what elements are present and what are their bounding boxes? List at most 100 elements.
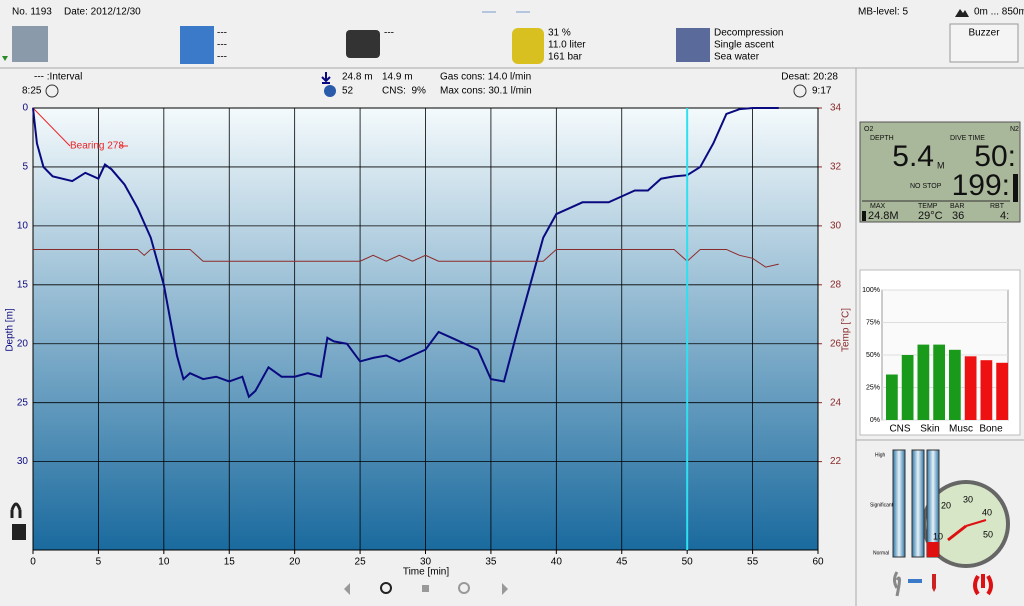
x-tick-label: 15 (224, 557, 236, 568)
next-button[interactable] (502, 583, 508, 595)
camera-icon[interactable] (346, 30, 380, 58)
x-tick-label: 55 (747, 557, 759, 568)
lcd-bar-label: BAR (950, 203, 964, 210)
tissue-bar (886, 374, 898, 420)
buzzer-button[interactable] (949, 23, 1019, 63)
lcd-n2: N2 (1010, 126, 1019, 133)
lcd-bar (862, 211, 866, 221)
fan-icon (893, 571, 901, 597)
weather-2: --- (217, 40, 227, 51)
tissue-bar (917, 344, 930, 420)
dive-type-2: Single ascent (714, 40, 774, 51)
lcd-temp: 29°C (918, 210, 943, 222)
tissue-bar (901, 355, 914, 420)
cns: CNS: 9% (382, 86, 426, 97)
x-tick-label: 5 (96, 557, 102, 568)
diver-icon[interactable] (12, 26, 48, 62)
oxygen-icon (324, 85, 336, 97)
tissue-bar (980, 360, 993, 420)
y2-tick-label: 22 (830, 456, 842, 467)
thermometer-icon (932, 574, 936, 592)
desaturation: Desat: 20:28 (781, 72, 838, 83)
y-tick-label: 5 (22, 162, 28, 173)
lcd-rbt-label: RBT (990, 203, 1005, 210)
oxygen: 52 (342, 86, 354, 97)
gauge-tube (892, 449, 906, 558)
y2-axis-label: Temp [°C] (841, 308, 852, 352)
x-tick-label: 30 (420, 557, 432, 568)
altitude: 0m ... 850m (974, 7, 1024, 18)
x-tick-label: 40 (551, 557, 563, 568)
x-tick-label: 35 (485, 557, 497, 568)
y-tick-label: 100% (862, 287, 880, 294)
weather-icon[interactable] (180, 26, 214, 64)
lcd-depth-label: DEPTH (870, 135, 894, 142)
y-tick-label: 75% (866, 319, 880, 326)
gas-volume: 11.0 liter (548, 40, 586, 51)
lcd-time-label: DIVE TIME (950, 135, 985, 142)
lcd-stop-label: NO STOP (910, 183, 942, 190)
dial-tick-label: 20 (941, 500, 951, 510)
y-tick-label: 30 (17, 456, 29, 467)
tissue-label: CNS (889, 424, 910, 435)
dial-needle (965, 519, 987, 527)
lcd-temp-label: TEMP (918, 203, 938, 210)
y2-tick-label: 32 (830, 162, 842, 173)
y-tick-label: 15 (17, 279, 29, 290)
tissue-label: Skin (920, 424, 939, 435)
y-tick-label: 10 (17, 221, 29, 232)
weather-3: --- (217, 52, 227, 63)
dive-type-3: Sea water (714, 52, 760, 63)
y2-tick-label: 26 (830, 338, 842, 349)
y-tick-label: 20 (17, 338, 29, 349)
lcd-depth-unit: M (937, 160, 945, 170)
interval: --- :Interval (34, 72, 82, 83)
x-tick-label: 10 (158, 557, 170, 568)
avg-depth: 14.9 m (382, 72, 413, 83)
zoom-out-button[interactable] (458, 582, 470, 594)
x-tick-label: 45 (616, 557, 628, 568)
gas-pressure: 161 bar (548, 52, 583, 63)
y2-tick-label: 28 (830, 279, 842, 290)
y2-tick-label: 24 (830, 397, 842, 408)
x-tick-label: 0 (30, 557, 36, 568)
annotation: Bearing 278 (70, 141, 124, 152)
lcd-stop: 199: (952, 169, 1010, 202)
dive-date: Date: 2012/12/30 (64, 7, 141, 18)
lcd-o2: O2 (864, 126, 873, 133)
zoom-in-button[interactable] (380, 582, 392, 594)
tissue-bar (996, 362, 1008, 420)
series-line (33, 248, 779, 268)
level-label: Normal (873, 550, 889, 556)
max-consumption: Max cons: 30.1 l/min (440, 86, 532, 97)
tank-icon[interactable] (512, 28, 544, 64)
y-axis-label: Depth [m] (5, 308, 16, 352)
stop-button[interactable] (422, 585, 429, 592)
tissue-label: Bone (979, 424, 1003, 435)
y2-tick-label: 30 (830, 221, 842, 232)
y-tick-label: 0 (22, 103, 28, 114)
plot-border (32, 107, 819, 551)
weather-1: --- (217, 28, 227, 39)
lcd-bar-value: 36 (952, 210, 964, 222)
buzzer-label: Buzzer (968, 28, 1000, 39)
interval-time: 8:25 (22, 86, 42, 97)
previous-button[interactable] (344, 583, 350, 595)
y2-tick-label: 34 (830, 103, 842, 114)
lcd-max: 24.8M (868, 210, 899, 222)
lungs-icon (973, 574, 993, 596)
tissue-bar (964, 356, 977, 420)
x-tick-label: 20 (289, 557, 301, 568)
clock-icon (45, 84, 59, 98)
dropdown-arrow[interactable] (2, 56, 8, 61)
y-tick-label: 0% (870, 417, 880, 424)
x-tick-label: 50 (682, 557, 694, 568)
gas-oxygen: 31 % (548, 28, 571, 39)
mb-level: MB-level: 5 (858, 7, 908, 18)
lcd-time: 50: (974, 140, 1016, 173)
bar-icon (908, 579, 922, 583)
dive-type-icon[interactable] (676, 28, 710, 62)
tissue-label: Musc (949, 424, 973, 435)
depth-icon (321, 72, 331, 84)
